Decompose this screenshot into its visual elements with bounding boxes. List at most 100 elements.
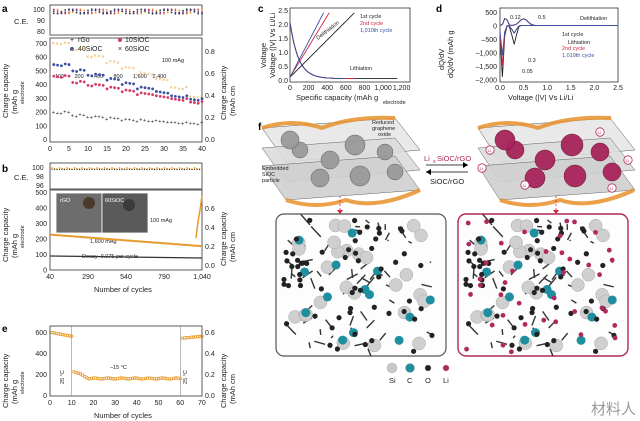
bond (300, 213, 311, 226)
bond (468, 324, 479, 336)
li-ion-markers: Li Li Li Li Li Li (477, 127, 633, 193)
panel-a-ce-point (83, 11, 86, 14)
panel-b-ce-point (186, 167, 188, 169)
bond (349, 315, 355, 326)
panel-b-ce-point-rgo (198, 168, 201, 171)
panel-a-x-tick-7: 35 (179, 146, 187, 153)
legend-marker-10sioc (118, 38, 122, 42)
panel-b-ce-point (121, 167, 123, 170)
legend-60sioc: 60SiOC (125, 46, 150, 53)
panel-b-ce-point-rgo (98, 168, 101, 171)
panel-a-ce-point (159, 9, 162, 12)
sem-inset-label-rgo: rGO (60, 198, 71, 204)
panel-a-ce-point (79, 12, 82, 15)
panel-a-ce-point (64, 11, 67, 14)
panel-a-ce-point (197, 10, 200, 13)
li-atom (586, 262, 592, 268)
si-atom (596, 228, 610, 243)
panel-b-ce-point-rgo (123, 168, 126, 171)
panel-b-x-tick-4: 1,040 (193, 274, 211, 281)
bond (356, 274, 366, 285)
panel-b-series (49, 195, 203, 259)
bond (369, 272, 376, 281)
panel-a-ce-point (75, 11, 78, 14)
li-atom (612, 323, 618, 328)
panel-e-right-tick-1: 0.4 (205, 351, 215, 358)
panel-a-point-60sioc: × (170, 85, 173, 91)
panel-a-right-tick-0: 0.8 (205, 49, 215, 56)
panel-a-point-rgo: + (139, 118, 142, 124)
bond (472, 267, 475, 279)
panel-a-point-10sioc (63, 74, 67, 77)
si-atom (406, 219, 421, 233)
panel-c-xlabel-sub: electrode (383, 100, 406, 106)
panel-b-ce-point (118, 167, 121, 169)
panel-a-point-60sioc: × (101, 54, 104, 60)
panel-a-point-40sioc (60, 64, 63, 68)
panel-b-ce-tick-1: 98 (36, 174, 44, 181)
panel-a-ce-point (201, 8, 203, 11)
panel-a-point-rgo: + (109, 115, 112, 121)
panel-a-point-10sioc (143, 92, 147, 95)
panel-c-x-tick-0: 0 (288, 85, 292, 92)
panel-a-ce-point (159, 12, 162, 15)
panel-a-point-10sioc (193, 101, 196, 105)
c-atom (542, 284, 552, 294)
panel-b-ce-point (103, 167, 106, 169)
panel-a-ce-point (147, 9, 150, 12)
bond (542, 310, 550, 321)
panel-b-rate2: 1,600 mAg (90, 239, 117, 245)
o-atom (539, 229, 545, 235)
panel-a-x-ticks: 0 5 10 15 20 25 30 35 40 (48, 146, 206, 153)
sem-inset-60sioc (101, 192, 149, 234)
bond (538, 274, 548, 285)
bond (408, 240, 413, 244)
panel-e-point (193, 335, 198, 339)
panel-a-point-10sioc (162, 95, 166, 99)
o-atom (479, 271, 485, 278)
panel-b-ce-point-rgo (128, 168, 131, 171)
li-ion-label: Li (523, 183, 527, 188)
li-ion-label: Li (488, 148, 492, 153)
bond (383, 270, 391, 278)
panel-a-ce-point (182, 12, 184, 14)
panel-e-xlabel: Number of cycles (94, 411, 152, 420)
panel-a-point-40sioc (174, 94, 177, 98)
atoms-left (281, 213, 435, 357)
panel-a-ce-point (178, 9, 181, 12)
o-atom (352, 250, 359, 256)
legend-atom-o-icon (424, 364, 432, 372)
panel-b-ce-point-rgo (133, 168, 136, 171)
panel-a-point-rgo: + (132, 118, 135, 124)
panel-b-ce-point (73, 167, 76, 169)
panel-a-ce-point (170, 9, 173, 12)
panel-d-y-tick-2: –500 (481, 37, 497, 44)
li-ion-label: Li (598, 130, 602, 135)
li-atom (508, 349, 514, 355)
o-atom (334, 346, 341, 352)
li-atom (516, 300, 522, 306)
panel-a-x-tick-4: 20 (122, 146, 130, 153)
panel-a-point-10sioc (174, 97, 177, 101)
li-ion-label: Li (626, 158, 630, 163)
bond (496, 340, 508, 346)
atom-legend: Si C O Li (386, 362, 449, 385)
panel-e-right-tick-3: 0.0 (205, 393, 215, 400)
bond (319, 329, 322, 336)
panel-e-point (182, 336, 187, 340)
panel-b-ce-point-rgo (131, 168, 133, 171)
panel-d-frame (499, 7, 619, 83)
panel-a-point-60sioc: × (173, 86, 176, 92)
panel-b-xlabel: Number of cycles (94, 285, 152, 294)
panel-a-point-40sioc (113, 77, 116, 81)
panel-a-point-60sioc: × (181, 87, 184, 93)
panel-a-point-rgo: + (200, 121, 203, 127)
o-atom (534, 238, 540, 244)
o-atom (583, 251, 589, 257)
panel-a-point-40sioc (94, 72, 97, 76)
li-ion-label: Li (610, 186, 614, 191)
panel-d-x-tick-3: 1.5 (566, 85, 576, 92)
o-atom (362, 341, 368, 348)
panel-a-ce-point (151, 12, 154, 15)
panel-a-ce-point (102, 11, 105, 14)
